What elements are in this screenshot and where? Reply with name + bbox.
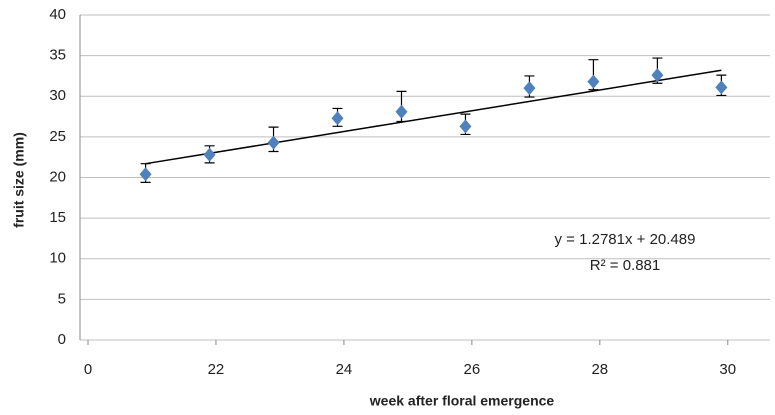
data-point: [203, 147, 216, 162]
data-point: [459, 119, 472, 134]
y-tick-label: 10: [49, 250, 66, 267]
y-tick-label: 35: [49, 47, 66, 64]
data-point: [395, 104, 408, 119]
y-tick-label: 15: [49, 209, 66, 226]
x-tick-label: 22: [208, 361, 225, 378]
trend-equation: y = 1.2781x + 20.489: [555, 231, 696, 248]
data-point: [715, 80, 728, 95]
x-tick-label: 26: [464, 361, 481, 378]
x-axis-title: week after floral emergence: [369, 393, 555, 409]
r-squared: R² = 0.881: [590, 257, 660, 274]
y-tick-label: 20: [49, 168, 66, 185]
data-point: [139, 167, 152, 182]
x-tick-label: 30: [719, 361, 736, 378]
data-point: [267, 135, 280, 150]
x-tick-label: 24: [336, 361, 353, 378]
x-tick-label: 0: [84, 361, 92, 378]
y-tick-label: 0: [58, 331, 66, 348]
trendline: [145, 69, 722, 165]
y-tick-label: 5: [58, 290, 66, 307]
y-tick-label: 25: [49, 128, 66, 145]
x-tick-label: 28: [591, 361, 608, 378]
y-tick-label: 40: [49, 6, 66, 23]
data-point: [331, 111, 344, 126]
data-point: [587, 74, 600, 89]
data-point: [651, 68, 664, 83]
y-tick-label: 30: [49, 87, 66, 104]
data-point: [523, 81, 536, 96]
y-axis-title: fruit size (mm): [11, 132, 27, 228]
